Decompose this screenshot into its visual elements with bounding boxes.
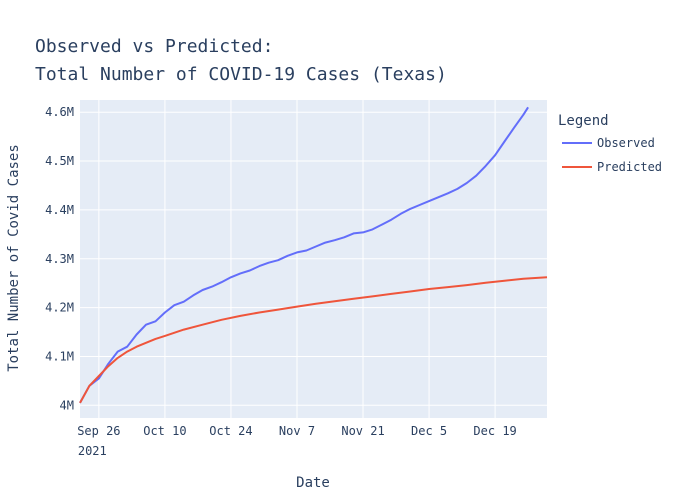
- x-axis-title: Date: [296, 475, 330, 491]
- y-tick-label: 4.1M: [45, 349, 74, 363]
- x-tick-label: Nov 21: [341, 424, 384, 438]
- y-gridlines: [80, 111, 547, 406]
- legend-item-predicted[interactable]: Predicted: [562, 160, 662, 174]
- x-tick-label: Oct 24: [209, 424, 252, 438]
- chart-title-line1: Observed vs Predicted:: [35, 36, 273, 57]
- series-layer: [79, 106, 548, 404]
- x-tick-label: Nov 7: [279, 424, 315, 438]
- y-axis-title: Total Number of Covid Cases: [6, 144, 22, 372]
- legend-items: Observed Predicted: [562, 136, 662, 174]
- y-tick-label: 4.3M: [45, 252, 74, 266]
- x-axis-ticks: Sep 26 2021 Oct 10 Oct 24 Nov 7 Nov 21 Dec 5 De…: [77, 424, 517, 458]
- y-tick-label: 4.6M: [45, 105, 74, 119]
- series-line-observed: [79, 106, 529, 404]
- legend: Legend Observed Predicted: [558, 113, 662, 174]
- series-line-predicted: [79, 276, 548, 404]
- legend-label: Predicted: [597, 160, 662, 174]
- x-tick-label: Sep 26: [77, 424, 120, 438]
- chart-title-line2: Total Number of COVID-19 Cases (Texas): [35, 64, 447, 85]
- y-tick-label: 4.4M: [45, 203, 74, 217]
- legend-label: Observed: [597, 136, 655, 150]
- x-tick-sublabel: 2021: [78, 444, 107, 458]
- y-tick-label: 4.5M: [45, 154, 74, 168]
- y-tick-label: 4M: [60, 398, 74, 412]
- legend-item-observed[interactable]: Observed: [562, 136, 655, 150]
- y-axis-ticks: 4M 4.1M 4.2M 4.3M 4.4M 4.5M 4.6M: [45, 105, 74, 412]
- x-tick-label: Dec 5: [411, 424, 447, 438]
- legend-title: Legend: [558, 113, 609, 129]
- x-tick-label: Oct 10: [143, 424, 186, 438]
- y-tick-label: 4.2M: [45, 301, 74, 315]
- x-tick-label: Dec 19: [473, 424, 516, 438]
